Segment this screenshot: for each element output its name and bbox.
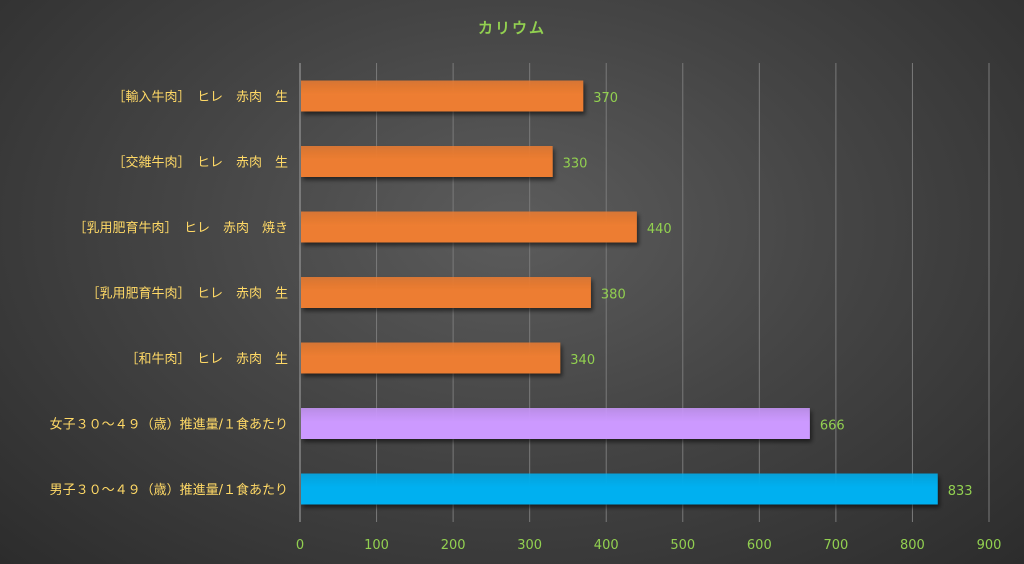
x-tick-label: 600	[747, 538, 772, 553]
x-tick-label: 800	[900, 538, 925, 553]
x-tick-label: 200	[441, 538, 466, 553]
data-label: 340	[570, 353, 595, 368]
x-tick-label: 100	[364, 538, 389, 553]
bars	[301, 80, 938, 505]
category-label: 男子３０～４９（歳）推進量/１食あたり	[50, 482, 288, 498]
category-label: ［乳用肥育牛肉］ ヒレ 赤肉 生	[86, 286, 288, 302]
data-label: 833	[948, 484, 973, 499]
chart-title: カリウム	[478, 19, 546, 37]
bar	[301, 80, 584, 112]
bar	[301, 146, 553, 177]
category-label: ［輸入牛肉］ ヒレ 赤肉 生	[112, 90, 288, 105]
bar	[301, 277, 591, 308]
data-label: 440	[647, 222, 672, 237]
category-label: ［和牛肉］ ヒレ 赤肉 生	[125, 352, 288, 367]
x-tick-label: 300	[517, 538, 542, 553]
bar	[301, 408, 810, 439]
data-label: 370	[593, 91, 618, 106]
data-label: 666	[820, 419, 845, 434]
bar	[301, 342, 561, 374]
category-labels: ［輸入牛肉］ ヒレ 赤肉 生 ［交雑牛肉］ ヒレ 赤肉 生 ［乳用肥育牛肉］ ヒレ …	[50, 90, 288, 498]
x-tick-label: 900	[977, 538, 1002, 553]
x-axis-ticks: 0 100 200 300 400 500 600 700 800 900	[296, 538, 1002, 553]
data-labels: 370 330 440 380 340 666 833	[563, 91, 973, 499]
category-label: ［交雑牛肉］ ヒレ 赤肉 生	[112, 155, 288, 171]
x-tick-label: 400	[594, 538, 619, 553]
gridlines	[299, 63, 990, 522]
x-tick-label: 700	[823, 538, 848, 553]
x-tick-label: 500	[670, 538, 695, 553]
data-label: 330	[563, 157, 588, 172]
bar	[301, 211, 637, 243]
x-tick-label: 0	[296, 538, 304, 553]
category-label: 女子３０～４９（歳）推進量/１食あたり	[50, 417, 288, 433]
data-label: 380	[601, 288, 626, 303]
bar	[301, 473, 938, 505]
category-label: ［乳用肥育牛肉］ ヒレ 赤肉 焼き	[73, 220, 288, 236]
